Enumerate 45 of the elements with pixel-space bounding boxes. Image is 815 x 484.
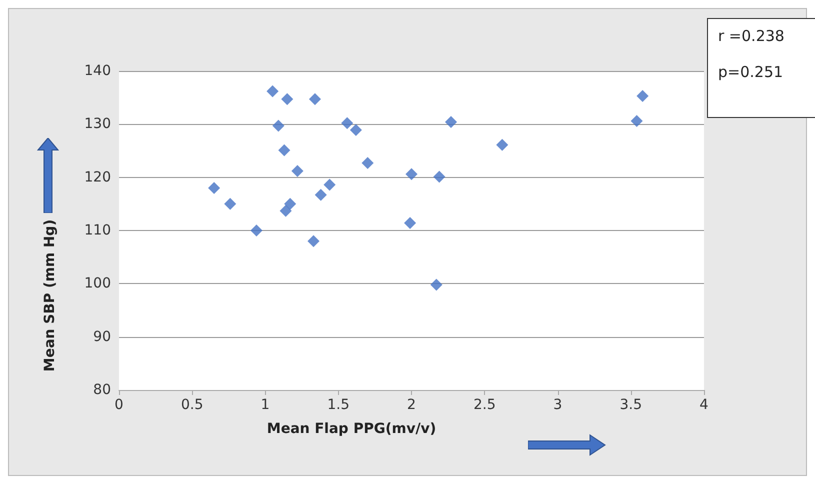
point: [281, 93, 294, 106]
x-tick-label: 0: [114, 397, 124, 413]
point: [291, 164, 304, 177]
y-tick-label: 130: [84, 116, 111, 132]
point: [430, 278, 442, 291]
text: p=0.251: [718, 63, 784, 81]
x-tick-label: 1.5: [327, 397, 350, 413]
point: [308, 235, 320, 248]
x-tick-label: 0.5: [180, 397, 204, 413]
point: [250, 224, 262, 236]
point: [406, 168, 418, 180]
y-tick-label: 100: [84, 276, 111, 292]
point: [284, 198, 296, 210]
point: [308, 93, 321, 106]
point: [350, 124, 362, 136]
x-tick-label: 3: [553, 397, 562, 413]
point: [324, 178, 336, 191]
point: [433, 170, 446, 183]
point: [362, 156, 374, 169]
x-tick-label: 4: [700, 397, 709, 413]
point: [224, 198, 236, 210]
x-tick-label: 1: [260, 397, 270, 413]
y-axis-title: Mean SBP (mm Hg): [42, 219, 58, 372]
x-tick-label: 3.5: [620, 397, 642, 413]
point: [444, 116, 457, 128]
point: [341, 117, 354, 130]
point: [278, 144, 290, 156]
point: [630, 114, 643, 127]
point: [404, 217, 416, 230]
y-tick-label: 110: [84, 222, 111, 238]
point: [266, 85, 279, 98]
point: [314, 188, 327, 201]
y-tick-label: 90: [93, 328, 111, 345]
point: [280, 204, 292, 217]
point: [272, 120, 284, 132]
y-tick-label: 120: [84, 169, 111, 186]
text: r =0.238: [718, 27, 786, 45]
x-tick-label: 2.5: [473, 397, 496, 413]
y-tick-label: 140: [84, 63, 111, 79]
x-tick-label: 2: [407, 397, 416, 413]
y-tick-label: 80: [93, 382, 111, 398]
point: [208, 182, 220, 194]
point: [636, 90, 649, 102]
point: [496, 138, 508, 151]
x-axis-title: Mean Flap PPG(mv/v): [266, 421, 436, 437]
